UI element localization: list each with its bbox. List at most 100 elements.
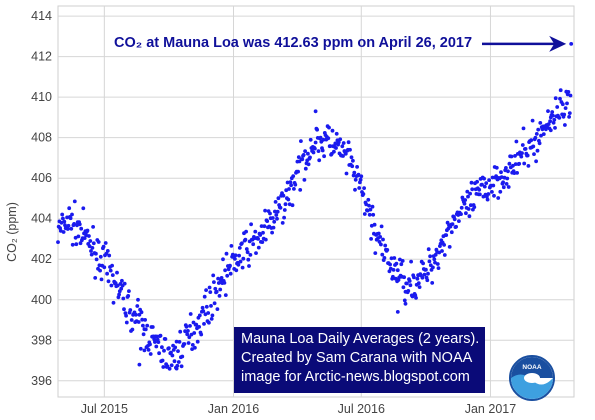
data-point — [197, 325, 202, 329]
data-point — [70, 242, 75, 247]
data-point — [416, 281, 421, 286]
data-point — [56, 240, 60, 245]
data-point — [200, 305, 205, 310]
data-point — [190, 343, 195, 347]
data-point — [216, 281, 221, 285]
data-point — [558, 88, 563, 93]
data-point — [256, 237, 260, 241]
data-point — [520, 151, 524, 156]
data-point — [67, 206, 72, 211]
data-point — [240, 241, 244, 246]
data-point — [433, 252, 438, 257]
data-point — [229, 244, 234, 248]
data-point — [237, 253, 242, 258]
data-point — [348, 147, 352, 152]
data-point — [436, 266, 441, 270]
data-point — [548, 119, 552, 124]
data-point — [82, 236, 87, 241]
data-point — [186, 341, 191, 345]
data-point — [209, 304, 213, 308]
data-point — [519, 154, 524, 159]
data-point — [395, 310, 400, 314]
data-point — [273, 209, 277, 214]
data-point — [468, 191, 472, 196]
y-tick-label: 404 — [31, 212, 52, 226]
data-point — [408, 283, 413, 288]
info-line-2: Created by Sam Carana with NOAA — [241, 350, 473, 366]
data-point — [466, 194, 470, 199]
data-point — [330, 128, 335, 133]
data-point — [148, 342, 152, 347]
data-point — [122, 307, 126, 312]
data-point — [417, 285, 422, 289]
data-point — [522, 161, 527, 166]
data-point — [548, 115, 553, 120]
data-point — [263, 237, 268, 242]
data-point — [137, 362, 142, 367]
data-point — [480, 182, 484, 187]
data-point — [366, 197, 371, 202]
data-point — [233, 257, 237, 261]
data-point — [420, 275, 425, 280]
data-point — [290, 203, 295, 208]
data-point — [61, 216, 65, 221]
data-point — [150, 325, 155, 329]
data-point — [248, 253, 253, 257]
data-point — [172, 359, 177, 364]
data-point — [425, 278, 430, 283]
data-point — [162, 348, 166, 353]
data-point — [280, 221, 285, 225]
data-point — [246, 257, 251, 262]
data-point — [96, 240, 101, 244]
data-point — [385, 248, 390, 252]
data-point — [247, 264, 251, 268]
data-point — [173, 345, 178, 350]
data-point — [308, 155, 312, 160]
data-point — [341, 154, 345, 158]
data-point — [155, 334, 159, 339]
data-point — [553, 96, 558, 101]
data-point — [117, 292, 121, 297]
data-point — [322, 154, 326, 159]
data-point — [362, 186, 366, 191]
data-point — [98, 268, 102, 273]
data-point — [424, 267, 428, 272]
data-point — [98, 254, 103, 259]
data-point — [376, 231, 381, 236]
y-tick-label: 400 — [31, 293, 52, 307]
data-point — [223, 293, 228, 297]
data-point — [380, 252, 385, 257]
y-tick-label: 408 — [31, 131, 52, 145]
data-point — [534, 132, 539, 136]
data-point — [206, 311, 211, 315]
data-point — [141, 332, 146, 337]
data-point — [237, 246, 242, 250]
info-line-1: Mauna Loa Daily Averages (2 years). — [241, 331, 479, 347]
data-point — [482, 176, 486, 181]
data-point — [529, 138, 534, 143]
data-point — [213, 286, 218, 291]
data-point — [485, 197, 490, 202]
data-point — [368, 207, 373, 212]
data-point — [403, 301, 408, 306]
data-point — [392, 256, 397, 260]
data-point — [212, 280, 216, 284]
data-point — [334, 131, 339, 136]
data-point — [126, 294, 131, 298]
data-point — [214, 289, 219, 294]
data-point — [287, 187, 291, 191]
data-point — [401, 285, 406, 290]
data-point — [381, 237, 385, 242]
data-point — [88, 239, 93, 243]
data-point — [180, 354, 185, 359]
data-point — [468, 203, 473, 208]
data-point — [192, 331, 197, 335]
data-point — [433, 260, 437, 265]
data-point — [313, 140, 318, 145]
data-point — [487, 178, 491, 183]
y-tick-label: 410 — [31, 90, 52, 104]
data-point — [146, 348, 151, 352]
data-point — [102, 265, 107, 270]
data-point — [567, 111, 572, 115]
data-point — [378, 235, 383, 239]
